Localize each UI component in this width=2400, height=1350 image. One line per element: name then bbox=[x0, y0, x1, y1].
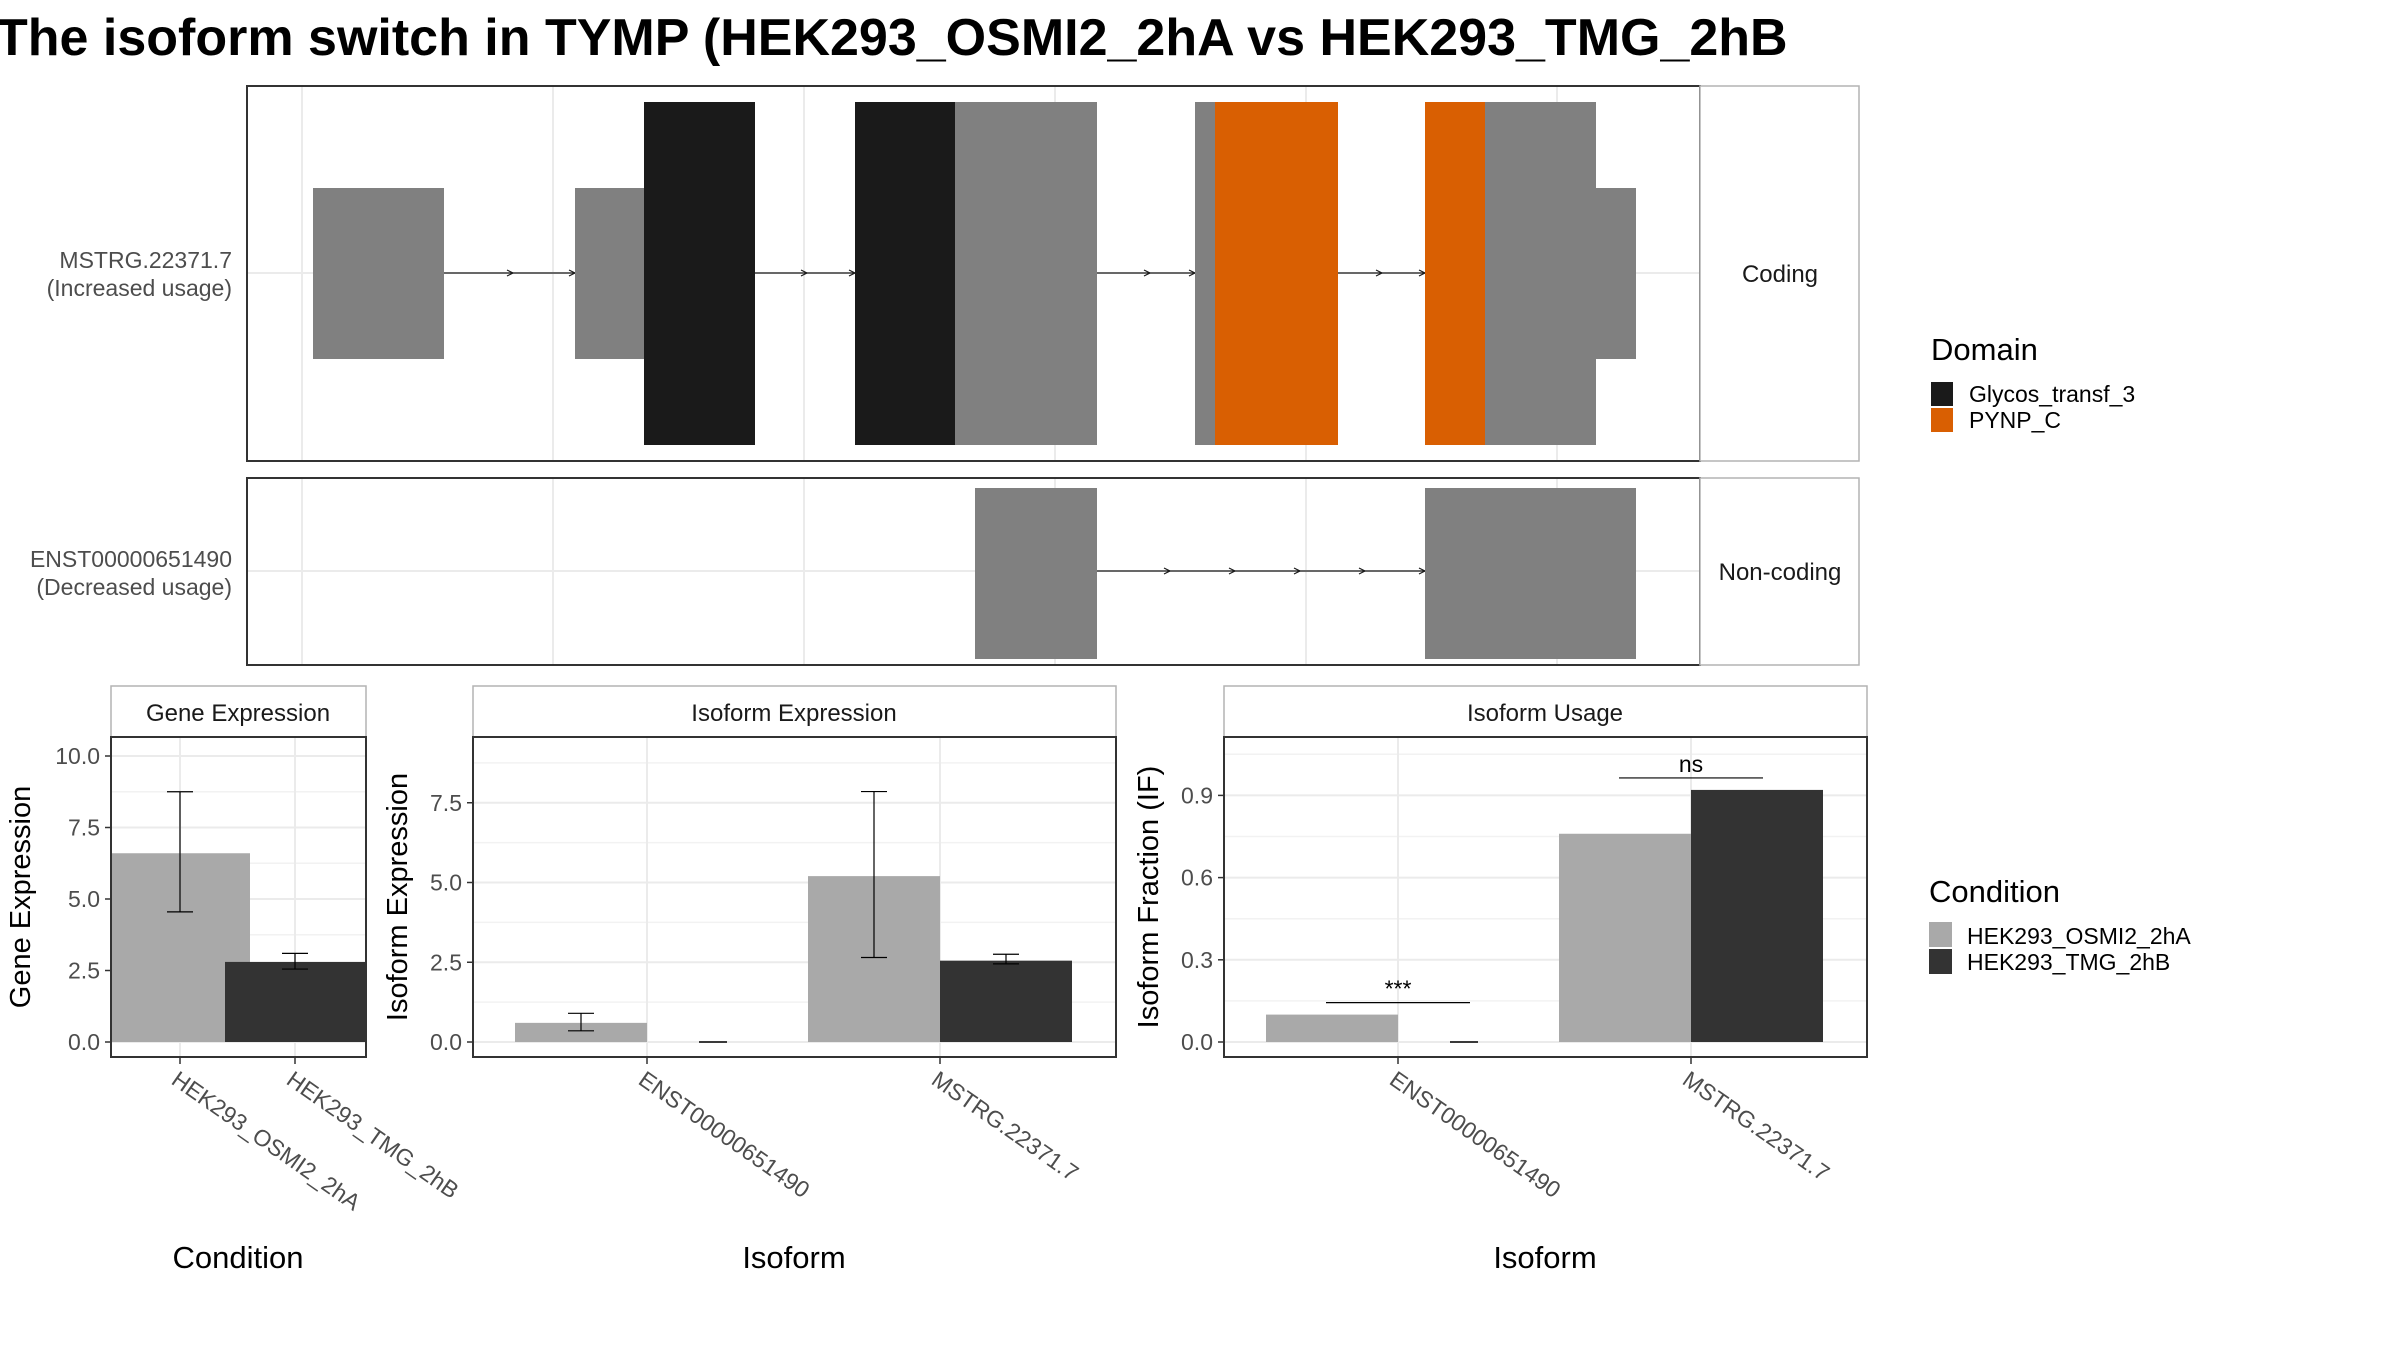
bar bbox=[1266, 1014, 1398, 1042]
xlabel-gene-expression: Condition bbox=[173, 1240, 304, 1275]
track-label-coding-usage: (Increased usage) bbox=[47, 275, 232, 301]
track-label-noncoding-id: ENST00000651490 bbox=[30, 546, 232, 572]
plot-border-isoform-usage bbox=[1223, 736, 1868, 1058]
utr-exon bbox=[313, 188, 444, 359]
structure-strip-coding bbox=[1699, 85, 1860, 462]
intron-arrow bbox=[1143, 269, 1152, 277]
ylabel-isoform-usage: Isoform Fraction (IF) bbox=[1133, 766, 1165, 1029]
condition-legend-label-b: HEK293_TMG_2hB bbox=[1967, 949, 2170, 975]
strip-label-noncoding: Non-coding bbox=[1719, 559, 1842, 586]
x-tick-label: ENST00000651490 bbox=[1385, 1066, 1565, 1203]
cds-exon bbox=[955, 102, 1097, 445]
track-label-noncoding-usage: (Decreased usage) bbox=[36, 574, 232, 600]
y-tick-label: 0.0 bbox=[1181, 1029, 1213, 1055]
xlabel-isoform-usage: Isoform bbox=[1493, 1240, 1596, 1275]
y-tick-label: 2.5 bbox=[68, 958, 100, 984]
domain-pynp-c bbox=[1215, 102, 1338, 445]
condition-legend-label-a: HEK293_OSMI2_2hA bbox=[1967, 923, 2191, 949]
structure-marks bbox=[313, 102, 1636, 659]
noncoding-exon bbox=[975, 488, 1097, 659]
y-tick-label: 0.3 bbox=[1181, 947, 1213, 973]
figure-title: The isoform switch in TYMP (HEK293_OSMI2… bbox=[0, 9, 1788, 67]
condition-legend-key-a bbox=[1929, 922, 1952, 947]
domain-legend-label-glycos: Glycos_transf_3 bbox=[1969, 381, 2135, 407]
xlabel-isoform-expression: Isoform bbox=[742, 1240, 845, 1275]
plot-border-gene-expression bbox=[110, 736, 367, 1058]
y-tick-label: 0.6 bbox=[1181, 865, 1213, 891]
x-tick-label: MSTRG.22371.7 bbox=[1678, 1066, 1834, 1186]
significance-label: *** bbox=[1385, 976, 1412, 1002]
y-tick-label: 5.0 bbox=[68, 886, 100, 912]
intron-arrow bbox=[1375, 269, 1384, 277]
domain-glycos-transf-3 bbox=[855, 102, 956, 445]
condition-legend-title: Condition bbox=[1929, 874, 2060, 909]
strip-title-isoform-expression: Isoform Expression bbox=[691, 700, 896, 727]
utr-exon bbox=[1595, 188, 1636, 359]
strip-title-isoform-usage: Isoform Usage bbox=[1467, 700, 1623, 727]
y-tick-label: 7.5 bbox=[430, 790, 462, 816]
strip-gene-expression bbox=[110, 685, 367, 738]
bar bbox=[225, 961, 365, 1042]
ylabel-isoform-expression: Isoform Expression bbox=[382, 773, 414, 1021]
y-tick-label: 5.0 bbox=[430, 870, 462, 896]
strip-isoform-expression bbox=[472, 685, 1117, 738]
y-tick-label: 7.5 bbox=[68, 815, 100, 841]
strip-title-gene-expression: Gene Expression bbox=[146, 700, 330, 727]
domain-legend-key-glycos bbox=[1931, 382, 1953, 406]
y-tick-label: 0.0 bbox=[68, 1029, 100, 1055]
x-tick-label: MSTRG.22371.7 bbox=[927, 1066, 1083, 1186]
significance-label: ns bbox=[1679, 751, 1703, 777]
domain-glycos-transf-3 bbox=[644, 102, 755, 445]
strip-isoform-usage bbox=[1223, 685, 1868, 738]
condition-legend-key-b bbox=[1929, 949, 1952, 974]
track-label-coding-id: MSTRG.22371.7 bbox=[59, 247, 232, 273]
structure-strip-noncoding bbox=[1699, 477, 1860, 666]
cds-exon bbox=[1195, 102, 1216, 445]
bar bbox=[1691, 789, 1823, 1042]
intron-arrow bbox=[1358, 567, 1367, 575]
plot-border-isoform-expression bbox=[472, 736, 1117, 1058]
intron-arrow bbox=[506, 269, 515, 277]
y-tick-label: 0.0 bbox=[430, 1029, 462, 1055]
intron-arrow bbox=[800, 269, 809, 277]
intron-arrow bbox=[1228, 567, 1237, 575]
utr-exon bbox=[575, 188, 645, 359]
y-tick-label: 2.5 bbox=[430, 949, 462, 975]
cds-exon bbox=[1485, 102, 1596, 445]
domain-pynp-c bbox=[1425, 102, 1486, 445]
domain-legend-title: Domain bbox=[1931, 332, 2038, 367]
bar bbox=[515, 1022, 647, 1042]
y-tick-label: 0.9 bbox=[1181, 782, 1213, 808]
noncoding-exon bbox=[1425, 488, 1636, 659]
intron-arrow bbox=[1293, 567, 1302, 575]
bar bbox=[940, 960, 1072, 1042]
ylabel-gene-expression: Gene Expression bbox=[5, 786, 37, 1008]
y-tick-label: 10.0 bbox=[55, 743, 100, 769]
bar bbox=[1559, 833, 1691, 1042]
intron-arrow bbox=[1163, 567, 1172, 575]
domain-legend-label-pynp: PYNP_C bbox=[1969, 407, 2061, 433]
x-tick-label: ENST00000651490 bbox=[634, 1066, 814, 1203]
x-tick-label: HEK293_OSMI2_2hA bbox=[167, 1066, 366, 1216]
strip-label-coding: Coding bbox=[1742, 261, 1818, 288]
domain-legend-key-pynp bbox=[1931, 408, 1953, 432]
